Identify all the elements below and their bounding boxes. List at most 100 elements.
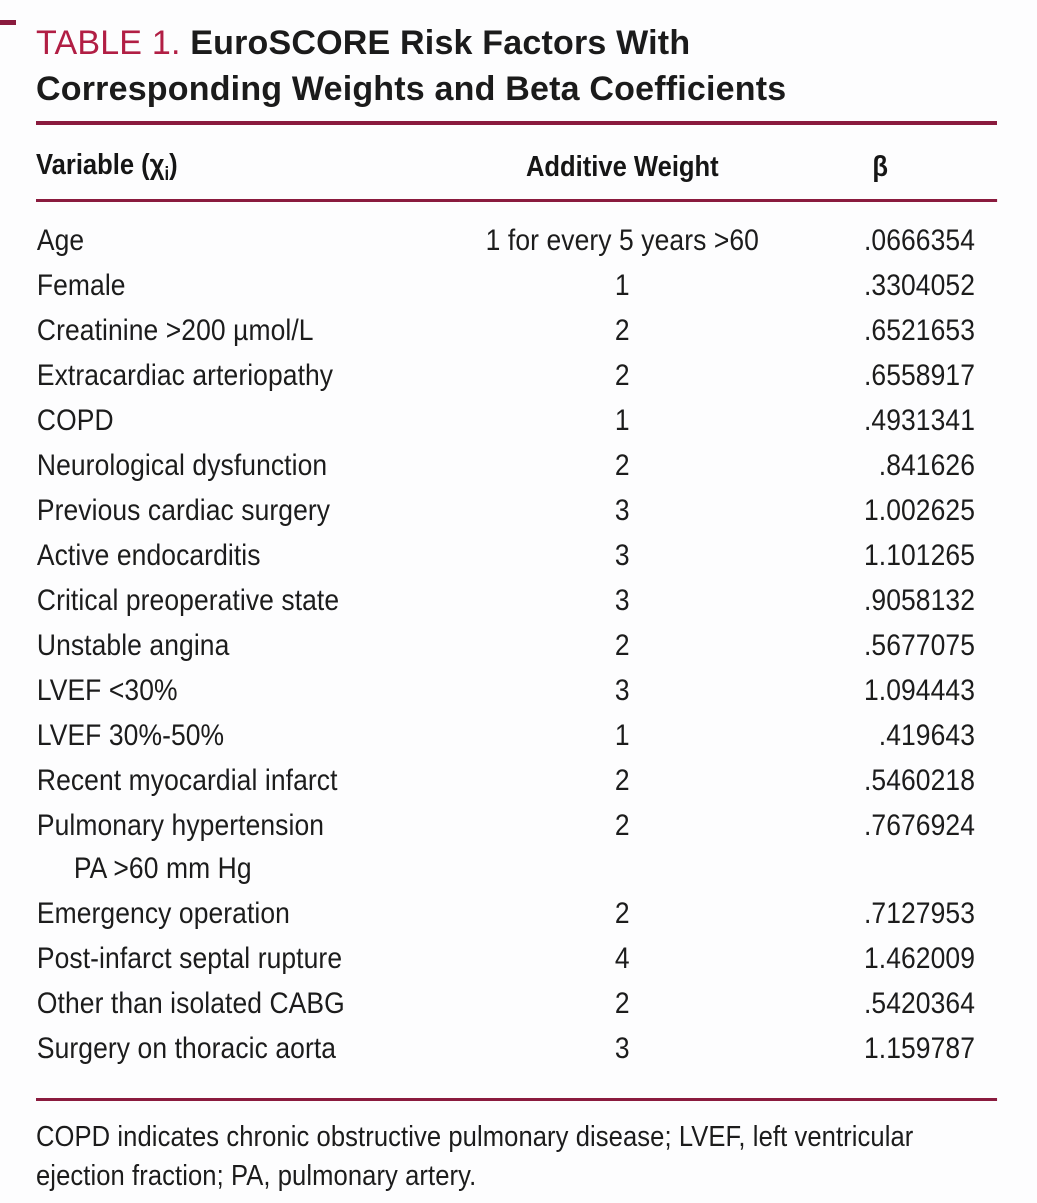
euroscore-table: Variable (χi) Additive Weight β Age 1 fo… <box>36 125 998 1083</box>
beta-coefficient-cell: 1.002625 <box>863 494 976 527</box>
top-rule <box>36 121 997 125</box>
variable-label: COPD <box>36 404 114 437</box>
additive-weight-cell: 2 <box>614 629 630 662</box>
variable-cell: COPD <box>36 398 459 443</box>
variable-cell: LVEF <30% <box>36 668 459 713</box>
variable-header-suffix: ) <box>169 149 178 181</box>
chi-symbol: χ <box>149 149 165 181</box>
additive-weight-cell: 2 <box>614 314 630 347</box>
additive-weight-cell: 2 <box>614 359 630 392</box>
beta-coefficient-cell: .6558917 <box>863 359 976 392</box>
variable-cell: Extracardiac arteriopathy <box>36 353 459 398</box>
additive-weight-cell: 3 <box>614 1032 630 1065</box>
table-row: Recent myocardial infarct 2 .5460218 <box>36 758 997 803</box>
beta-coefficient-cell: .841626 <box>878 449 976 482</box>
table-row: Surgery on thoracic aorta 3 1.159787 <box>36 1026 997 1082</box>
table-row: Female 1 .3304052 <box>36 263 997 308</box>
additive-weight-cell: 3 <box>614 584 630 617</box>
table-row: Age 1 for every 5 years >60 .0666354 <box>36 201 997 264</box>
table-row: Unstable angina 2 .5677075 <box>36 623 997 668</box>
table-row: Active endocarditis 3 1.101265 <box>36 533 997 578</box>
additive-weight-cell: 2 <box>614 987 630 1020</box>
table-row: Emergency operation 2 .7127953 <box>36 891 997 936</box>
variable-cell: Other than isolated CABG <box>36 981 459 1026</box>
table-title: TABLE 1. EuroSCORE Risk Factors With Cor… <box>36 20 916 112</box>
table-row: Creatinine >200 µmol/L 2 .6521653 <box>36 308 997 353</box>
table-zone: Variable (χi) Additive Weight β Age 1 fo… <box>36 125 998 1196</box>
variable-label: Active endocarditis <box>36 539 261 572</box>
variable-cell: Age <box>36 201 459 264</box>
table-row: LVEF 30%-50% 1 .419643 <box>36 713 997 758</box>
variable-cell: Female <box>36 263 459 308</box>
column-header-beta: β <box>785 125 998 202</box>
additive-weight-cell: 1 for every 5 years >60 <box>485 224 759 257</box>
variable-label: Previous cardiac surgery <box>36 494 331 527</box>
beta-coefficient-cell: .5677075 <box>863 629 976 662</box>
beta-coefficient-cell: .5420364 <box>863 987 976 1020</box>
additive-weight-cell: 1 <box>614 269 630 302</box>
table-row: Other than isolated CABG 2 .5420364 <box>36 981 997 1026</box>
beta-coefficient-cell: .3304052 <box>863 269 976 302</box>
beta-coefficient-cell: .7127953 <box>863 897 976 930</box>
beta-coefficient-cell: .5460218 <box>863 764 976 797</box>
variable-label: Surgery on thoracic aorta <box>36 1032 337 1065</box>
variable-label: Other than isolated CABG <box>36 987 345 1020</box>
beta-coefficient-cell: .6521653 <box>863 314 976 347</box>
additive-weight-cell: 3 <box>614 674 630 707</box>
variable-cell: Creatinine >200 µmol/L <box>36 308 459 353</box>
variable-label: LVEF <30% <box>36 674 178 707</box>
table-row: COPD 1 .4931341 <box>36 398 997 443</box>
table-body: Age 1 for every 5 years >60 .0666354 Fem… <box>36 201 997 1083</box>
additive-weight-cell: 2 <box>614 809 630 842</box>
table-row: Post-infarct septal rupture 4 1.462009 <box>36 936 997 981</box>
additive-weight-cell: 1 <box>614 404 630 437</box>
variable-label: Female <box>36 269 126 302</box>
variable-cell: Neurological dysfunction <box>36 443 459 488</box>
variable-cell: Unstable angina <box>36 623 459 668</box>
additive-weight-cell: 1 <box>614 719 630 752</box>
additive-weight-cell: 4 <box>614 942 630 975</box>
variable-label: Age <box>36 224 85 257</box>
table-footnote: COPD indicates chronic obstructive pulmo… <box>36 1121 914 1192</box>
variable-label: Extracardiac arteriopathy <box>36 359 334 392</box>
column-header-variable: Variable (χi) <box>36 125 460 202</box>
additive-weight-cell: 3 <box>614 494 630 527</box>
beta-coefficient-cell: 1.101265 <box>863 539 976 572</box>
variable-label: Neurological dysfunction <box>36 449 328 482</box>
additive-weight-cell: 2 <box>614 897 630 930</box>
beta-coefficient-cell: 1.159787 <box>863 1032 976 1065</box>
table-title-text: EuroSCORE Risk Factors With Correspondin… <box>36 24 787 108</box>
variable-cell: Critical preoperative state <box>36 578 459 623</box>
variable-cell: Previous cardiac surgery <box>36 488 459 533</box>
variable-cell: Recent myocardial infarct <box>36 758 459 803</box>
beta-coefficient-cell: 1.094443 <box>863 674 976 707</box>
beta-coefficient-cell: .9058132 <box>863 584 976 617</box>
variable-cell: Active endocarditis <box>36 533 459 578</box>
beta-coefficient-cell: .419643 <box>878 719 976 752</box>
additive-weight-cell: 2 <box>614 449 630 482</box>
variable-label: LVEF 30%-50% <box>36 719 225 752</box>
column-header-additive-weight: Additive Weight <box>459 125 786 202</box>
table-row: Previous cardiac surgery 3 1.002625 <box>36 488 997 533</box>
variable-label: Pulmonary hypertension <box>36 809 325 842</box>
variable-label: Post-infarct septal rupture <box>36 942 343 975</box>
table-row: Critical preoperative state 3 .9058132 <box>36 578 997 623</box>
variable-label: Creatinine >200 µmol/L <box>36 314 314 347</box>
table-header-row: Variable (χi) Additive Weight β <box>36 125 998 202</box>
beta-coefficient-cell: .7676924 <box>863 809 976 842</box>
table-row: Extracardiac arteriopathy 2 .6558917 <box>36 353 997 398</box>
scan-artifact-mark <box>0 20 16 25</box>
table-row: Neurological dysfunction 2 .841626 <box>36 443 997 488</box>
variable-label: Critical preoperative state <box>36 584 340 617</box>
beta-coefficient-cell: .4931341 <box>863 404 976 437</box>
variable-cell: Surgery on thoracic aorta <box>36 1026 459 1082</box>
additive-weight-cell: 3 <box>614 539 630 572</box>
beta-coefficient-cell: .0666354 <box>863 224 976 257</box>
variable-cell: LVEF 30%-50% <box>36 713 459 758</box>
bottom-rule <box>36 1098 998 1101</box>
table-number-label: TABLE 1. <box>36 24 181 62</box>
variable-cell: Post-infarct septal rupture <box>36 936 459 981</box>
table-row: Pulmonary hypertension PA >60 mm Hg 2 .7… <box>36 803 997 891</box>
chi-subscript: i <box>164 164 170 185</box>
variable-label: Recent myocardial infarct <box>36 764 338 797</box>
